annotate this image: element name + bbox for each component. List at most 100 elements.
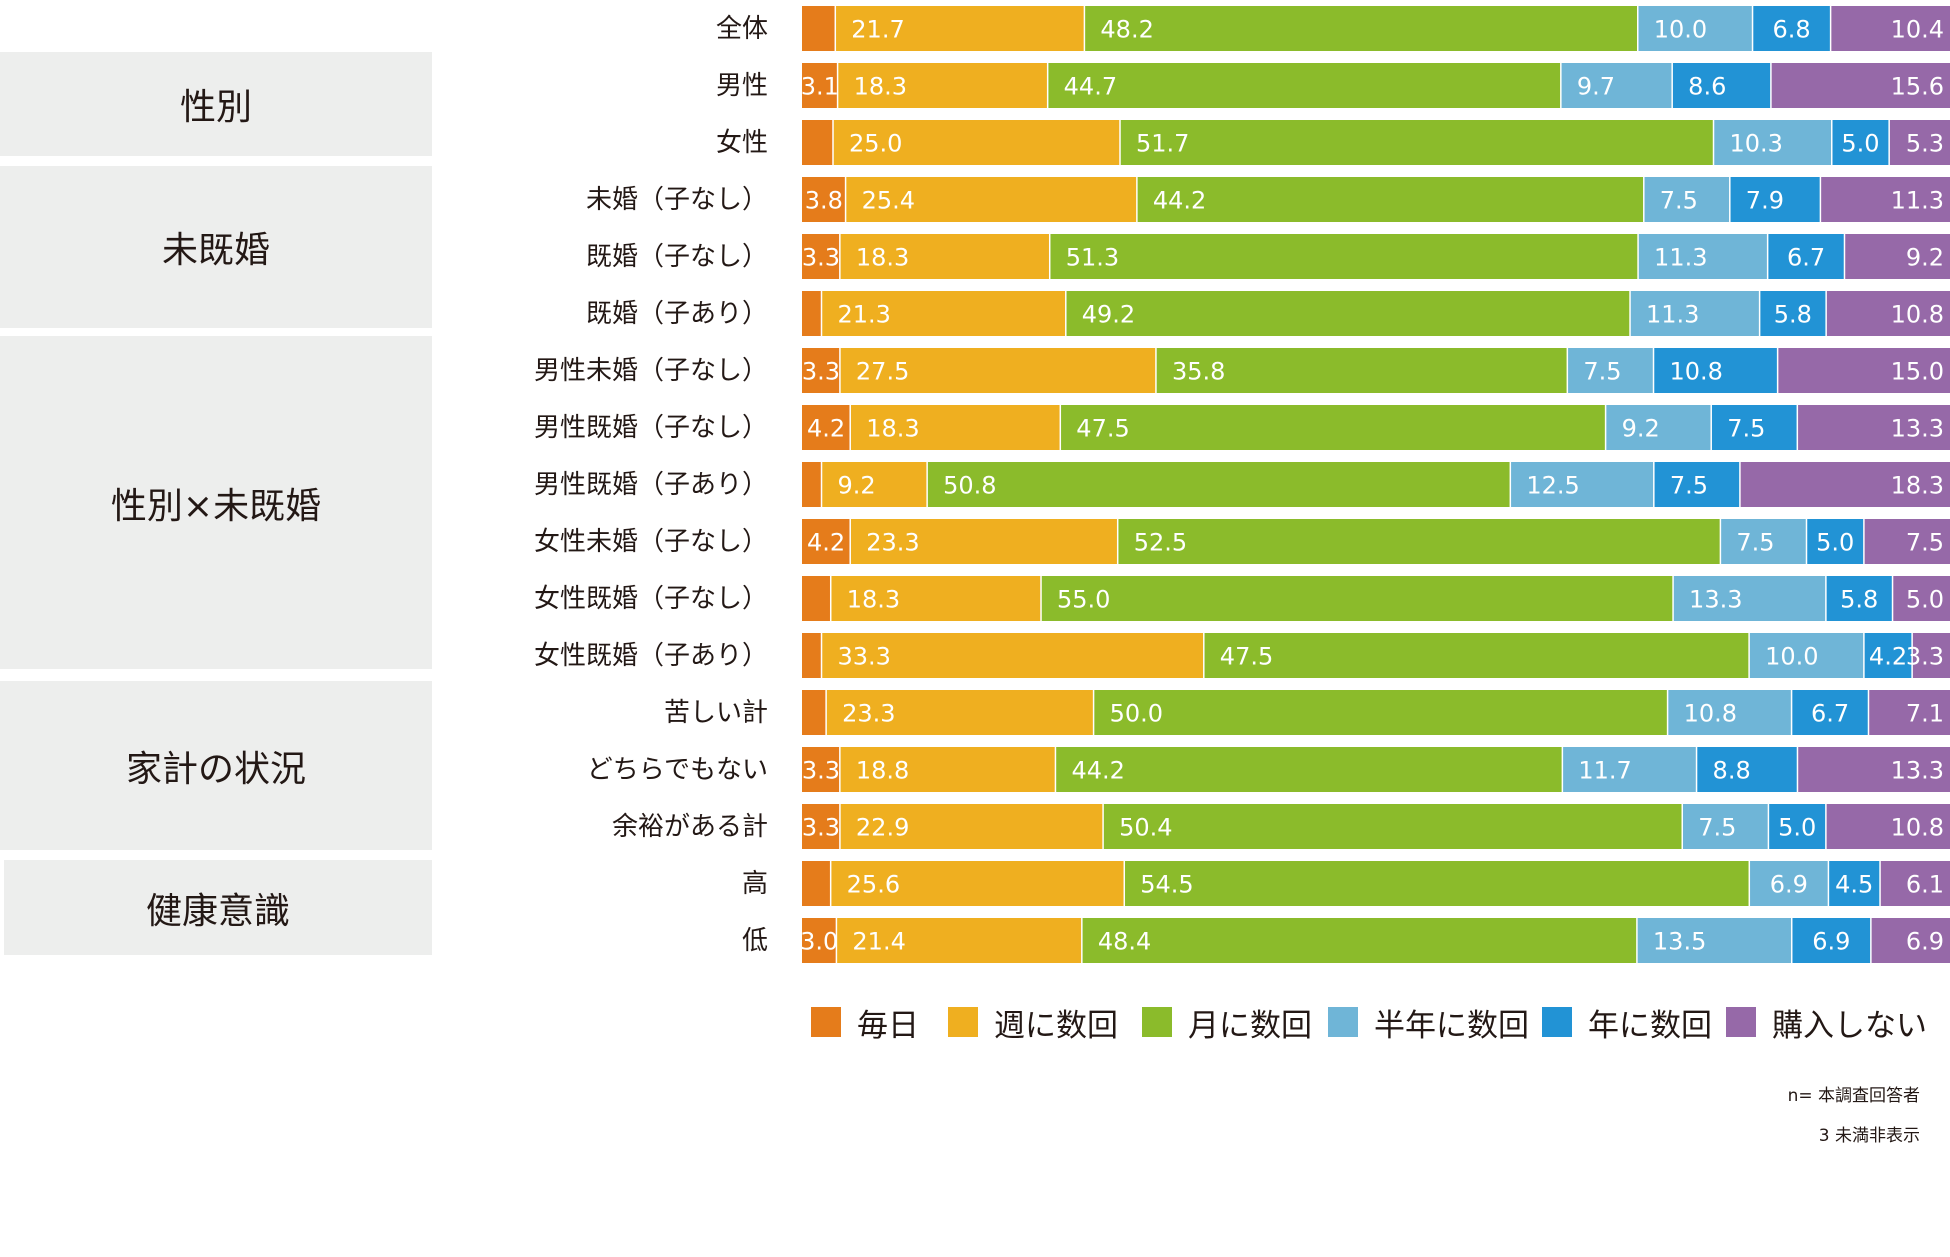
data-label: 6.9: [1812, 928, 1850, 956]
bar-segment: [1739, 462, 1950, 507]
data-label: 3.3: [802, 757, 840, 785]
data-label: 52.5: [1134, 529, 1187, 557]
row-label: どちらでもない: [586, 754, 768, 785]
bar-segment: [830, 861, 1125, 906]
group-label-box: 健康意識: [4, 860, 432, 955]
bar-segment: [1117, 519, 1721, 564]
bar-segment: [1084, 6, 1638, 51]
bar-segment: [802, 576, 831, 621]
bar-segment: [836, 918, 1082, 963]
data-label: 4.5: [1835, 871, 1873, 899]
group-label: 健康意識: [145, 890, 290, 932]
data-label: 50.0: [1110, 700, 1163, 728]
bar-segment: [839, 348, 1156, 393]
bar-segment: [839, 747, 1056, 792]
bar-segment: [1653, 348, 1778, 393]
row-label: 低: [741, 925, 768, 956]
data-label: 5.8: [1840, 586, 1878, 614]
legend-swatch: [1328, 1007, 1358, 1037]
legend-item: 年に数回: [1542, 1002, 1712, 1044]
data-label: 7.5: [1670, 472, 1708, 500]
data-label: 9.2: [838, 472, 876, 500]
bar-segment: [1203, 633, 1750, 678]
data-label: 10.8: [1684, 700, 1737, 728]
bar-segment: [1825, 804, 1950, 849]
bar-segment: [1868, 690, 1950, 735]
bar-segment: [1768, 804, 1826, 849]
data-label: 13.5: [1653, 928, 1706, 956]
data-label: 12.5: [1526, 472, 1579, 500]
bar-segment: [833, 120, 1120, 165]
bar-segment: [1820, 177, 1950, 222]
bar-segment: [802, 633, 822, 678]
data-label: 23.3: [842, 700, 895, 728]
bar-segment: [802, 861, 831, 906]
bar-segment: [1093, 690, 1668, 735]
data-label: 7.5: [1583, 358, 1621, 386]
row-label: 余裕がある計: [611, 811, 768, 842]
bar-segment: [802, 804, 840, 849]
data-label: 18.3: [854, 73, 907, 101]
bar-segment: [1630, 291, 1760, 336]
legend-swatch: [1726, 1007, 1756, 1037]
bar-segment: [835, 6, 1085, 51]
bar-segment: [802, 690, 827, 735]
legend-label: 週に数回: [994, 1007, 1118, 1044]
bar-segment: [1673, 576, 1826, 621]
data-label: 10.8: [1670, 358, 1723, 386]
data-label: 25.0: [849, 130, 902, 158]
sample-note: n= 本調査回答者: [1787, 1086, 1920, 1106]
data-label: 55.0: [1057, 586, 1110, 614]
bar-segment: [1863, 633, 1913, 678]
bar-segment: [1136, 177, 1644, 222]
data-label: 3.3: [802, 814, 840, 842]
bar-segment: [1791, 918, 1871, 963]
legend-swatch: [1142, 1007, 1172, 1037]
bar-segment: [802, 747, 840, 792]
bar-segment: [826, 690, 1094, 735]
bar-segment: [1562, 747, 1697, 792]
group-label: 性別×未既婚: [110, 485, 322, 527]
data-label: 10.0: [1765, 643, 1818, 671]
bar-segment: [1767, 234, 1845, 279]
bar-segment: [821, 291, 1066, 336]
row-label: 女性未婚（子なし）: [533, 526, 768, 557]
row-label: 男性既婚（子あり）: [533, 469, 768, 500]
data-label: 7.5: [1906, 529, 1944, 557]
row-label: 男性既婚（子なし）: [533, 412, 768, 443]
data-label: 21.4: [852, 928, 905, 956]
bar-segment: [1889, 120, 1950, 165]
bar-segment: [802, 6, 836, 51]
legend-item: 週に数回: [948, 1002, 1118, 1044]
bar-segment: [802, 348, 840, 393]
group-label-box: 性別×未既婚: [0, 336, 432, 669]
data-label: 23.3: [866, 529, 919, 557]
data-label: 18.3: [847, 586, 900, 614]
data-label: 33.3: [838, 643, 891, 671]
legend-swatch: [1542, 1007, 1572, 1037]
bar-segment: [1830, 6, 1950, 51]
bar-segment: [1752, 6, 1831, 51]
bar-segment: [1806, 519, 1864, 564]
data-label: 9.2: [1622, 415, 1660, 443]
data-label: 6.9: [1770, 871, 1808, 899]
data-label: 5.0: [1906, 586, 1944, 614]
bar-segment: [802, 120, 833, 165]
bar-segment: [1844, 234, 1950, 279]
data-label: 6.7: [1811, 700, 1849, 728]
data-label: 7.9: [1746, 187, 1784, 215]
data-label: 3.1: [801, 73, 839, 101]
data-label: 4.2: [807, 415, 845, 443]
data-label: 5.8: [1774, 301, 1812, 329]
bar-segment: [1643, 177, 1730, 222]
bar-segment: [1638, 234, 1768, 279]
legend-label: 毎日: [857, 1007, 919, 1044]
data-label: 3.0: [800, 928, 838, 956]
bar-segment: [802, 234, 840, 279]
data-label: 50.4: [1119, 814, 1172, 842]
data-label: 13.3: [1891, 415, 1944, 443]
bar-segment: [1729, 177, 1821, 222]
row-label: 苦しい計: [663, 697, 768, 728]
data-label: 7.5: [1727, 415, 1765, 443]
